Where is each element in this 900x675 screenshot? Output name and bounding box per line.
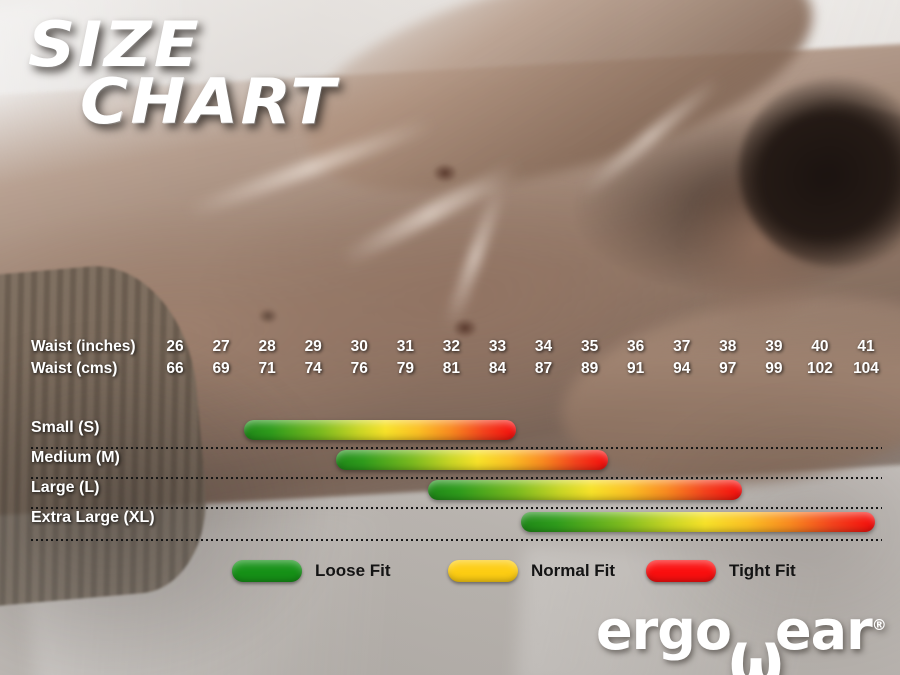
page-title: SIZE CHART: [28, 13, 335, 132]
measurement-cell: 104: [853, 360, 879, 377]
measurement-cell: 33: [488, 338, 507, 355]
title-line-1: SIZE: [28, 8, 201, 81]
skin-detail: [258, 308, 278, 324]
legend-swatch: [232, 560, 302, 582]
measurement-row-inches: Waist (inches) 26 27 28 29 30 31 32 33 34 35 36 37 3…: [0, 338, 900, 360]
size-row-label: Medium (M): [31, 449, 120, 466]
size-row: Small (S): [0, 418, 900, 449]
legend-swatch: [646, 560, 716, 582]
measurement-row-label: Waist (cms): [31, 360, 118, 377]
measurement-cell: 32: [442, 338, 461, 355]
size-row: Large (L): [0, 478, 900, 509]
measurement-cell: 28: [258, 338, 276, 355]
size-range-bar: [520, 512, 876, 532]
row-separator: [31, 447, 882, 449]
skin-detail: [432, 163, 458, 183]
logo-omega-w-icon: [731, 604, 775, 658]
skin-detail: [452, 318, 478, 338]
registered-trademark-icon: ®: [871, 616, 887, 634]
logo-text-part-3: ear: [775, 599, 873, 662]
measurement-cell: 40: [811, 338, 829, 355]
measurement-row-label: Waist (inches): [31, 338, 136, 355]
measurement-cell: 71: [258, 360, 276, 377]
measurement-cell: 87: [534, 360, 553, 377]
size-row-label: Small (S): [31, 419, 100, 436]
measurement-cell: 29: [304, 338, 322, 355]
measurement-cell: 66: [166, 360, 184, 377]
logo-text-part-2: o: [694, 599, 732, 662]
size-row-label: Large (L): [31, 479, 100, 496]
measurement-cell: 99: [765, 360, 783, 377]
row-separator: [31, 507, 882, 509]
measurement-cell: 76: [350, 360, 368, 377]
measurement-cell: 39: [765, 338, 783, 355]
measurement-cell: 41: [857, 338, 875, 355]
size-row: Extra Large (XL): [0, 508, 900, 541]
legend-label: Normal Fit: [531, 561, 616, 580]
measurement-values-cms: 66 69 71 74 76 79 81 84 87 89 91 94 97 99 102 104: [0, 360, 900, 382]
measurement-cell: 81: [442, 360, 461, 377]
legend-swatch: [448, 560, 518, 582]
measurement-cell: 31: [396, 338, 414, 355]
ergowear-logo: ergoear®: [596, 604, 887, 658]
measurement-cell: 38: [719, 338, 737, 355]
fit-legend: Loose Fit Normal Fit Tight Fit: [0, 560, 900, 590]
measurement-cell: 102: [806, 360, 833, 377]
measurement-table: Waist (inches) 26 27 28 29 30 31 32 33 34 35 36 37 3…: [0, 338, 900, 382]
row-separator: [31, 539, 882, 541]
measurement-cell: 36: [627, 338, 645, 355]
legend-item: Tight Fit: [646, 560, 796, 582]
legend-label: Tight Fit: [729, 561, 796, 580]
photo-shadow: [0, 330, 340, 675]
size-row: Medium (M): [0, 448, 900, 479]
legend-item: Normal Fit: [448, 560, 615, 582]
legend-label: Loose Fit: [315, 561, 391, 580]
measurement-cell: 69: [212, 360, 230, 377]
measurement-cell: 74: [304, 360, 322, 377]
measurement-cell: 97: [719, 360, 737, 377]
measurement-cell: 84: [488, 360, 507, 377]
legend-item: Loose Fit: [232, 560, 391, 582]
measurement-cell: 94: [673, 360, 691, 377]
measurement-cell: 34: [534, 338, 553, 355]
measurement-row-cms: Waist (cms) 66 69 71 74 76 79 81 84 87 89 91 94 97 99…: [0, 360, 900, 382]
size-range-bar: [428, 480, 742, 500]
measurement-cell: 79: [396, 360, 414, 377]
logo-text-part-1: erg: [596, 599, 696, 662]
size-range-bar: [336, 450, 608, 470]
measurement-cell: 89: [580, 360, 599, 377]
size-rows: Small (S) Medium (M) Large (L) Extra Large …: [0, 418, 900, 541]
size-range-bar: [244, 420, 516, 440]
measurement-cell: 26: [166, 338, 184, 355]
row-separator: [31, 477, 882, 479]
measurement-values-inches: 26 27 28 29 30 31 32 33 34 35 36 37 38 39 40 41: [0, 338, 900, 360]
measurement-cell: 30: [350, 338, 368, 355]
measurement-cell: 91: [627, 360, 645, 377]
measurement-cell: 37: [673, 338, 691, 355]
measurement-cell: 27: [212, 338, 230, 355]
size-row-label: Extra Large (XL): [31, 509, 155, 526]
title-line-2: CHART: [80, 65, 338, 139]
measurement-cell: 35: [580, 338, 599, 355]
